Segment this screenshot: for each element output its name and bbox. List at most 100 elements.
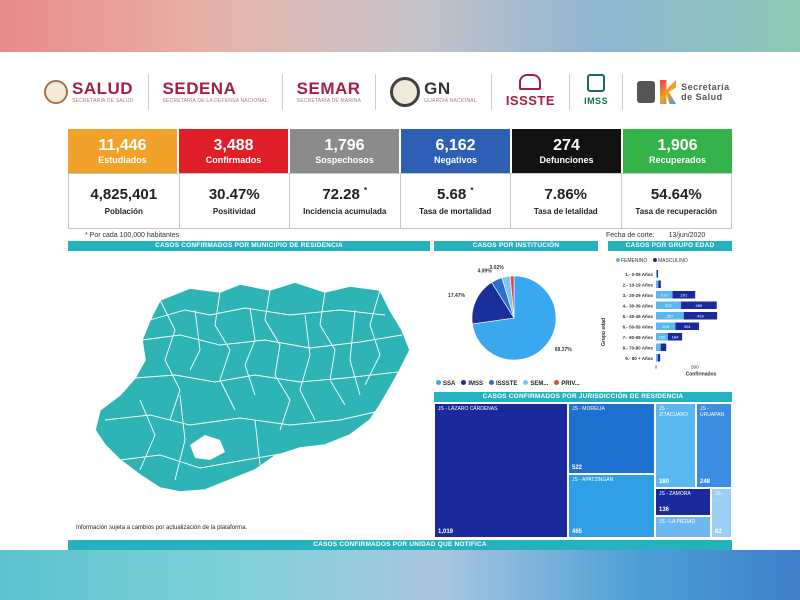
stat-value: 1,796: [324, 137, 365, 154]
rate-cell: 54.64% Tasa de recuperación: [622, 174, 732, 228]
bar-male: [683, 312, 718, 320]
bar-male-label: 304: [684, 324, 691, 329]
treemap-cell: JS - APATZINGÁN 465: [569, 475, 655, 538]
bottom-gradient-band: [0, 550, 800, 600]
cutoff-label: Fecha de corte:: [606, 232, 655, 239]
bar-male: [681, 301, 717, 309]
map-header: CASOS CONFIRMADOS POR MUNICIPIO DE RESID…: [68, 241, 430, 251]
mexico-seal-icon: [44, 80, 68, 104]
stat-recuperados: 1,906 Recuperados: [623, 129, 732, 173]
sedena-name: SEDENA: [162, 79, 237, 98]
stat-negativos: 6,162 Negativos: [401, 129, 510, 173]
bar-female: [656, 291, 673, 299]
treemap-name: JS - URUAPAN: [700, 406, 725, 418]
rate-label: Tasa de letalidad: [533, 207, 598, 216]
pie-legend-item: PRIV...: [554, 380, 580, 387]
pie-legend-item: IMSS: [461, 380, 483, 387]
bar-male: [657, 354, 661, 362]
municipality-map: [80, 270, 420, 520]
municipality-border: [264, 289, 291, 431]
bar-male-label: 429: [697, 314, 704, 319]
bar-female: [656, 301, 682, 309]
municipality-border: [254, 419, 261, 466]
stat-value: 1,906: [657, 137, 698, 154]
pie-legend-item: SEM...: [523, 380, 548, 387]
treemap-value: 1,019: [438, 529, 454, 535]
municipality-border: [134, 371, 399, 383]
pie-legend-item: ISSSTE: [489, 380, 517, 387]
ss-name-line1: Secretaría: [681, 82, 730, 92]
salud-sub: SECRETARÍA DE SALUD: [72, 98, 134, 104]
cutoff-value: 13/jun/2020: [668, 232, 706, 239]
michoacan-map: [94, 281, 411, 493]
municipality-border: [244, 307, 256, 396]
stat-value: 11,446: [98, 137, 147, 154]
municipality-border: [299, 314, 316, 421]
map-note: Información sujeta a cambios por actuali…: [76, 525, 248, 531]
stat-value: 3,488: [213, 137, 254, 154]
stat-label: Confirmados: [205, 155, 262, 165]
municipality-border: [174, 394, 186, 481]
stat-label: Sospechosos: [315, 155, 374, 165]
bar-male-label: 184: [672, 335, 679, 340]
treemap-value: 380: [659, 479, 670, 485]
imss-logo: IMSS: [570, 74, 624, 110]
gn-logo: GN GUARDIA NACIONAL: [376, 74, 492, 110]
treemap-value: 136: [659, 507, 670, 513]
issste-mark-icon: [519, 74, 542, 90]
jurisdiction-treemap: JS - LÁZARO CÁRDENAS 1,019 JS - MORELIA 522…: [435, 404, 732, 538]
stat-confirmados: 3,488 Confirmados: [179, 129, 288, 173]
imss-name: IMSS: [584, 96, 609, 106]
bar-female-label: 249: [662, 324, 669, 329]
age-tick: 500: [691, 365, 699, 370]
treemap-cell: JS - ZAMORA 136: [656, 489, 711, 516]
age-group-label: 3.- 20-29 Años: [623, 293, 654, 298]
bar-female: [656, 280, 659, 288]
treemap-cell: JS - ... 82: [712, 489, 732, 538]
gn-sub: GUARDIA NACIONAL: [424, 98, 477, 104]
rate-cell: 72.28 * Incidencia acumulada: [290, 174, 401, 228]
municipality-border: [319, 291, 346, 406]
age-group-label: 6.- 50-59 Años: [623, 325, 654, 330]
bar-male: [660, 343, 667, 351]
municipality-border: [141, 334, 403, 349]
legend-male-label: MASCULINO: [658, 258, 688, 264]
legend-dot-icon: [461, 380, 467, 385]
age-group-label: 2.- 10-19 Años: [623, 283, 654, 288]
status-counts-row: 11,446 Estudiados 3,488 Confirmados 1,796 Sos…: [68, 129, 732, 173]
treemap-name: JS - MORELIA: [572, 406, 605, 412]
bar-female: [656, 354, 658, 362]
stat-sospechosos: 1,796 Sospechosos: [290, 129, 399, 173]
rate-cell: 30.47% Positividad: [180, 174, 290, 228]
treemap-name: JS - LA PIEDAD: [659, 519, 696, 525]
rate-value: 4,825,401: [90, 186, 158, 203]
bar-female: [656, 343, 661, 351]
age-x-label: Confirmados: [686, 372, 717, 378]
treemap-header: CASOS CONFIRMADOS POR JURISDICCIÓN DE RE…: [434, 392, 732, 402]
bar-female-label: 152: [659, 335, 666, 340]
pie-slice-priv: [509, 275, 515, 319]
stat-label: Recuperados: [648, 155, 707, 165]
bar-female-label: 357: [667, 314, 674, 319]
bar-male-label: 291: [681, 293, 688, 298]
legend-female-icon: [616, 258, 620, 262]
bar-female: [656, 312, 684, 320]
municipality-border: [149, 307, 386, 321]
legend-dot-icon: [436, 380, 441, 385]
municipality-border: [159, 299, 181, 421]
stat-estudiados: 11,446 Estudiados: [68, 129, 177, 173]
bar-female: [656, 322, 676, 330]
rate-label: Positividad: [212, 207, 256, 216]
treemap-cell: JS - URUAPAN 248: [697, 404, 732, 488]
bar-female-label: 322: [665, 303, 672, 308]
bar-male: [656, 270, 659, 278]
municipality-border: [139, 399, 156, 471]
gn-seal-icon: [390, 77, 421, 107]
rate-cell: 5.68 * Tasa de mortalidad: [401, 174, 511, 228]
age-svg: FEMENINO MASCULINO Grupo edad 1.- 0-09 Años…: [601, 258, 718, 378]
age-group-label: 8.- 70-80 Años: [623, 346, 654, 351]
secretaria-salud-logo: Secretaría de Salud: [623, 74, 744, 110]
treemap-name: JS - ZITÁCUARO: [659, 406, 688, 418]
michoacan-k-icon: [660, 80, 677, 104]
stat-label: Defunciones: [539, 155, 594, 165]
